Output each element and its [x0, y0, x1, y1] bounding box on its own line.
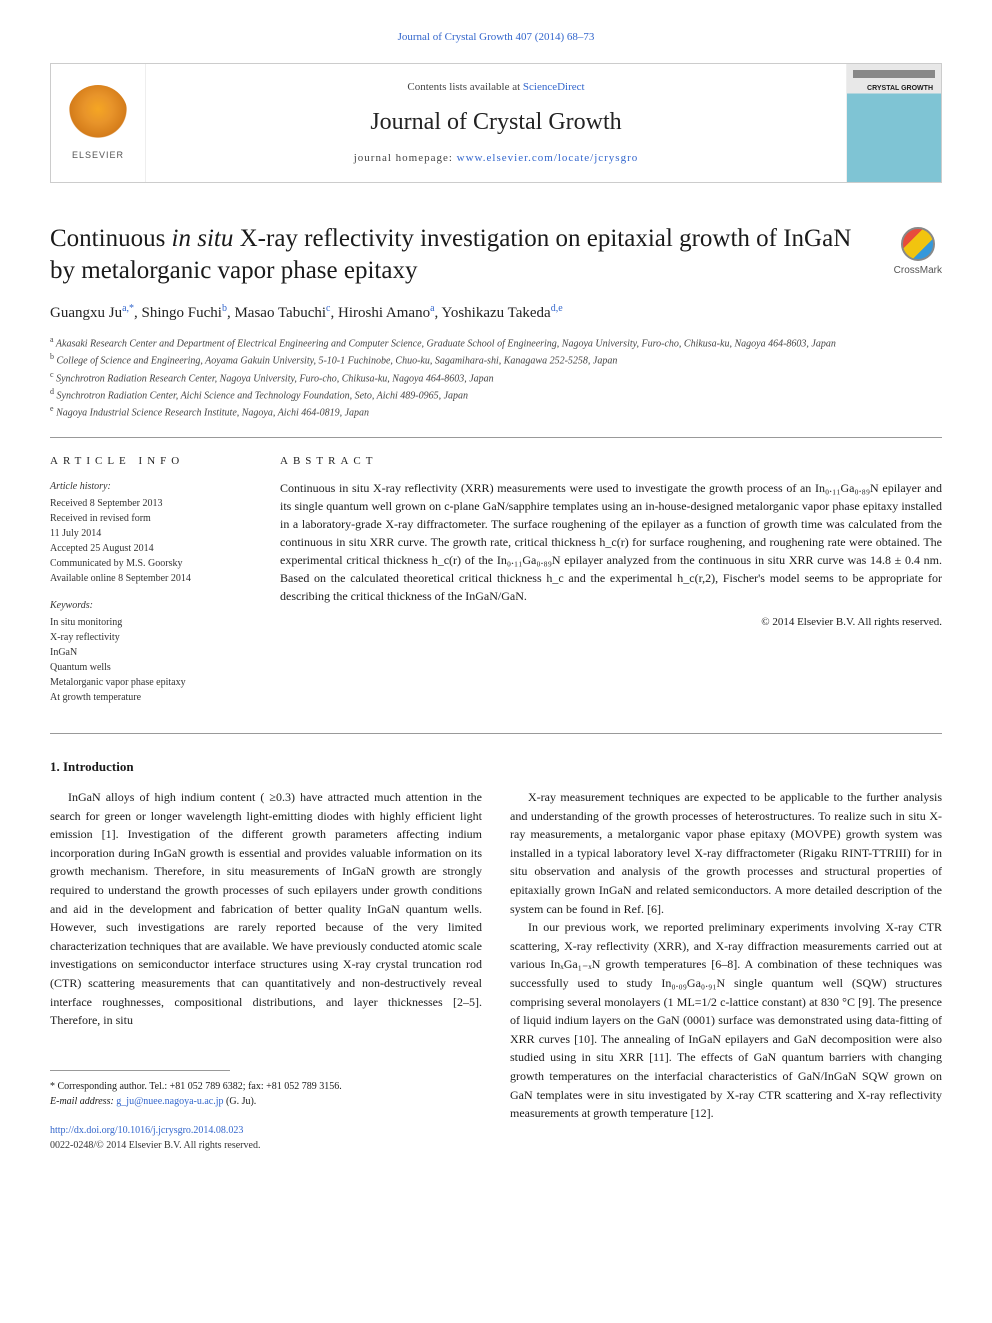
corresponding-author: * Corresponding author. Tel.: +81 052 78…: [50, 1079, 482, 1109]
author-3: Masao Tabuchic: [234, 305, 330, 321]
keywords-label: Keywords:: [50, 598, 250, 613]
article-info-heading: ARTICLE INFO: [50, 454, 250, 469]
sciencedirect-link[interactable]: ScienceDirect: [523, 81, 585, 93]
footer-divider: [50, 1070, 230, 1071]
keyword: In situ monitoring: [50, 615, 250, 630]
journal-header: ELSEVIER Contents lists available at Sci…: [50, 63, 942, 183]
crossmark-badge[interactable]: CrossMark: [894, 227, 942, 278]
history-line: 11 July 2014: [50, 526, 250, 541]
keyword: InGaN: [50, 645, 250, 660]
history-line: Available online 8 September 2014: [50, 571, 250, 586]
homepage-prefix: journal homepage:: [354, 152, 457, 164]
article-info: ARTICLE INFO Article history: Received 8…: [50, 454, 250, 717]
section-1-heading: 1. Introduction: [50, 758, 942, 776]
elsevier-tree-icon: [68, 85, 128, 145]
crossmark-icon: [901, 227, 935, 261]
history-line: Communicated by M.S. Goorsky: [50, 556, 250, 571]
top-citation: Journal of Crystal Growth 407 (2014) 68–…: [50, 30, 942, 45]
header-center: Contents lists available at ScienceDirec…: [146, 64, 846, 182]
abstract-text: Continuous in situ X-ray reflectivity (X…: [280, 479, 942, 605]
abstract-heading: ABSTRACT: [280, 454, 942, 469]
contents-prefix: Contents lists available at: [407, 81, 522, 93]
email-link[interactable]: g_ju@nuee.nagoya-u.ac.jp: [116, 1096, 223, 1107]
keyword: Quantum wells: [50, 660, 250, 675]
affiliations: a Akasaki Research Center and Department…: [50, 334, 942, 421]
keyword: Metalorganic vapor phase epitaxy: [50, 675, 250, 690]
author-list: Guangxu Jua,*, Shingo Fuchib, Masao Tabu…: [50, 302, 942, 324]
author-4: Hiroshi Amanoa: [338, 305, 435, 321]
keyword: X-ray reflectivity: [50, 630, 250, 645]
body-text: InGaN alloys of high indium content ( ≥0…: [50, 788, 942, 1154]
doi-link[interactable]: http://dx.doi.org/10.1016/j.jcrysgro.201…: [50, 1125, 243, 1136]
top-citation-link[interactable]: Journal of Crystal Growth 407 (2014) 68–…: [398, 31, 595, 43]
history-line: Accepted 25 August 2014: [50, 541, 250, 556]
paragraph-1: InGaN alloys of high indium content ( ≥0…: [50, 788, 482, 1030]
history-label: Article history:: [50, 479, 250, 494]
journal-cover-thumb: CRYSTAL GROWTH: [846, 64, 941, 182]
history-line: Received in revised form: [50, 511, 250, 526]
keyword: At growth temperature: [50, 690, 250, 705]
crossmark-label: CrossMark: [894, 264, 942, 278]
paragraph-2: X-ray measurement techniques are expecte…: [510, 788, 942, 918]
paragraph-3: In our previous work, we reported prelim…: [510, 918, 942, 1123]
history-line: Received 8 September 2013: [50, 496, 250, 511]
homepage-link[interactable]: www.elsevier.com/locate/jcrysgro: [457, 152, 639, 164]
author-2: Shingo Fuchib: [142, 305, 227, 321]
elsevier-logo: ELSEVIER: [51, 64, 146, 182]
article-title: Continuous in situ X-ray reflectivity in…: [50, 223, 874, 286]
cover-title: CRYSTAL GROWTH: [867, 84, 933, 94]
divider-2: [50, 733, 942, 734]
divider-1: [50, 437, 942, 438]
author-1: Guangxu Jua,*: [50, 305, 134, 321]
journal-name: Journal of Crystal Growth: [370, 106, 621, 140]
issn-line: 0022-0248/© 2014 Elsevier B.V. All right…: [50, 1138, 482, 1154]
abstract: ABSTRACT Continuous in situ X-ray reflec…: [280, 454, 942, 717]
elsevier-label: ELSEVIER: [72, 149, 124, 162]
author-5: Yoshikazu Takedad,e: [442, 305, 563, 321]
abstract-copyright: © 2014 Elsevier B.V. All rights reserved…: [280, 615, 942, 630]
